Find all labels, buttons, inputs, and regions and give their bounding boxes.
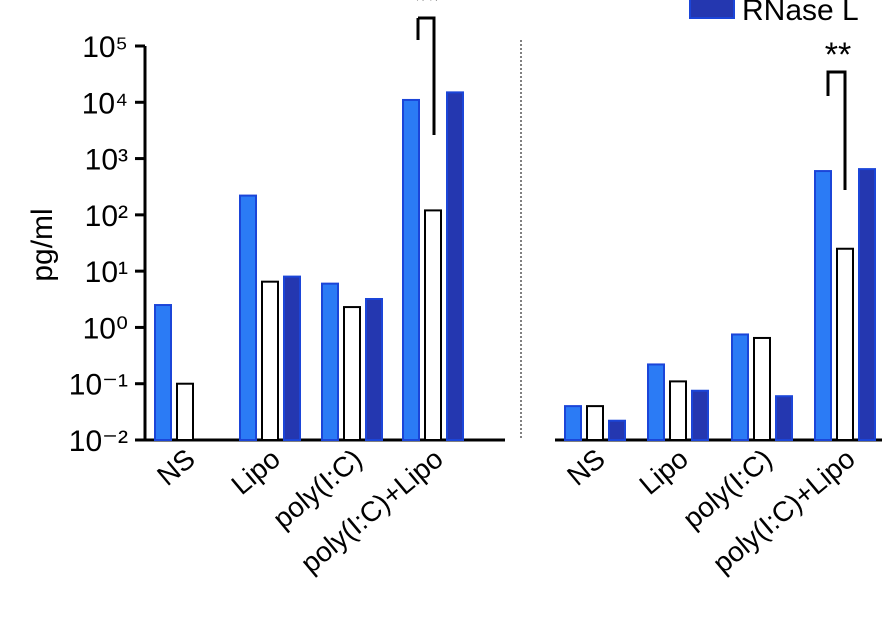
bar <box>691 389 709 441</box>
bar <box>321 282 339 441</box>
significance-label: ** <box>825 36 851 74</box>
significance-bracket <box>826 70 847 190</box>
bar <box>814 170 832 441</box>
y-tick-label: 10⁴ <box>82 87 128 120</box>
bar <box>365 297 383 441</box>
bar <box>283 275 301 441</box>
x-tick-label: NS <box>561 443 611 492</box>
bar <box>176 382 194 442</box>
y-tick-label: 10⁵ <box>82 31 128 64</box>
x-tick-label: poly(I:C)+Lipo <box>295 443 449 579</box>
bar <box>775 395 793 441</box>
y-tick-label: 10⁻² <box>69 425 128 458</box>
bar <box>836 247 854 441</box>
x-tick-label: NS <box>151 443 201 492</box>
bar <box>753 336 771 441</box>
x-tick-label: Lipo <box>633 443 693 501</box>
x-tick-label: Lipo <box>225 443 285 501</box>
y-tick-label: 10⁰ <box>83 312 128 345</box>
bar <box>446 91 464 441</box>
bar <box>731 333 749 442</box>
y-tick-label: 10² <box>85 200 128 233</box>
bar <box>261 280 279 441</box>
y-tick-label: 10⁻¹ <box>69 369 128 402</box>
bar <box>858 168 876 441</box>
significance-bracket <box>416 16 436 135</box>
y-tick-label: 10¹ <box>85 256 128 289</box>
bar <box>608 419 626 442</box>
legend-swatch <box>689 0 735 19</box>
significance-label: ** <box>414 0 440 20</box>
bar <box>647 363 665 441</box>
bar <box>669 380 687 441</box>
bar <box>424 209 442 441</box>
bar <box>586 405 604 441</box>
bar <box>239 194 257 441</box>
bar <box>343 306 361 441</box>
y-tick-label: 10³ <box>85 144 128 177</box>
y-axis-label: pg/ml <box>26 208 59 281</box>
bar <box>564 405 582 441</box>
legend-label: RNase L <box>742 0 859 27</box>
x-tick-label: poly(I:C)+Lipo <box>707 443 861 579</box>
bar <box>154 304 172 442</box>
bar <box>402 98 420 441</box>
